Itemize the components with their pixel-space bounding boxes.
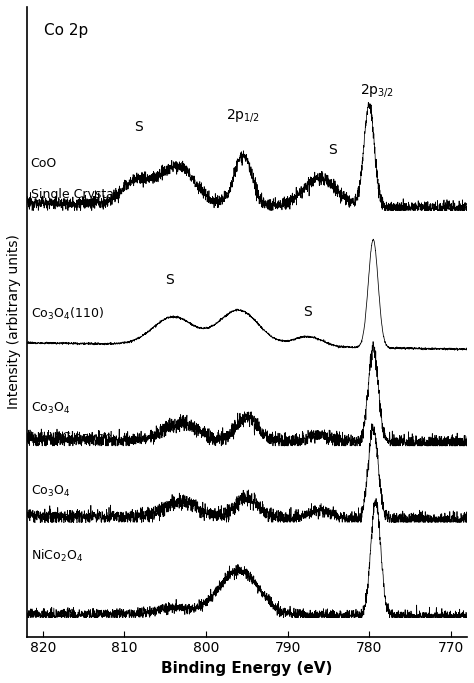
- Text: S: S: [165, 273, 173, 287]
- Text: Thin Film: Thin Film: [31, 513, 87, 526]
- Text: UHV Cleaved: UHV Cleaved: [31, 430, 112, 443]
- Text: Co$_3$O$_4$: Co$_3$O$_4$: [31, 484, 70, 499]
- Text: Co$_3$O$_4$: Co$_3$O$_4$: [31, 402, 70, 417]
- Text: 2p$_{3/2}$: 2p$_{3/2}$: [360, 81, 394, 98]
- Text: CoO: CoO: [31, 157, 57, 170]
- Text: NiCo$_2$O$_4$: NiCo$_2$O$_4$: [31, 548, 83, 563]
- Text: S: S: [303, 305, 312, 318]
- Text: S: S: [328, 143, 337, 157]
- Y-axis label: Intensity (arbitrary units): Intensity (arbitrary units): [7, 234, 21, 409]
- X-axis label: Binding Energy (eV): Binding Energy (eV): [161, 661, 332, 676]
- Text: S: S: [134, 120, 143, 134]
- Text: 2p$_{1/2}$: 2p$_{1/2}$: [226, 107, 260, 124]
- Text: Co 2p: Co 2p: [44, 23, 88, 38]
- Text: Single Crystal: Single Crystal: [31, 188, 117, 201]
- Text: Co$_3$O$_4$(110): Co$_3$O$_4$(110): [31, 306, 103, 322]
